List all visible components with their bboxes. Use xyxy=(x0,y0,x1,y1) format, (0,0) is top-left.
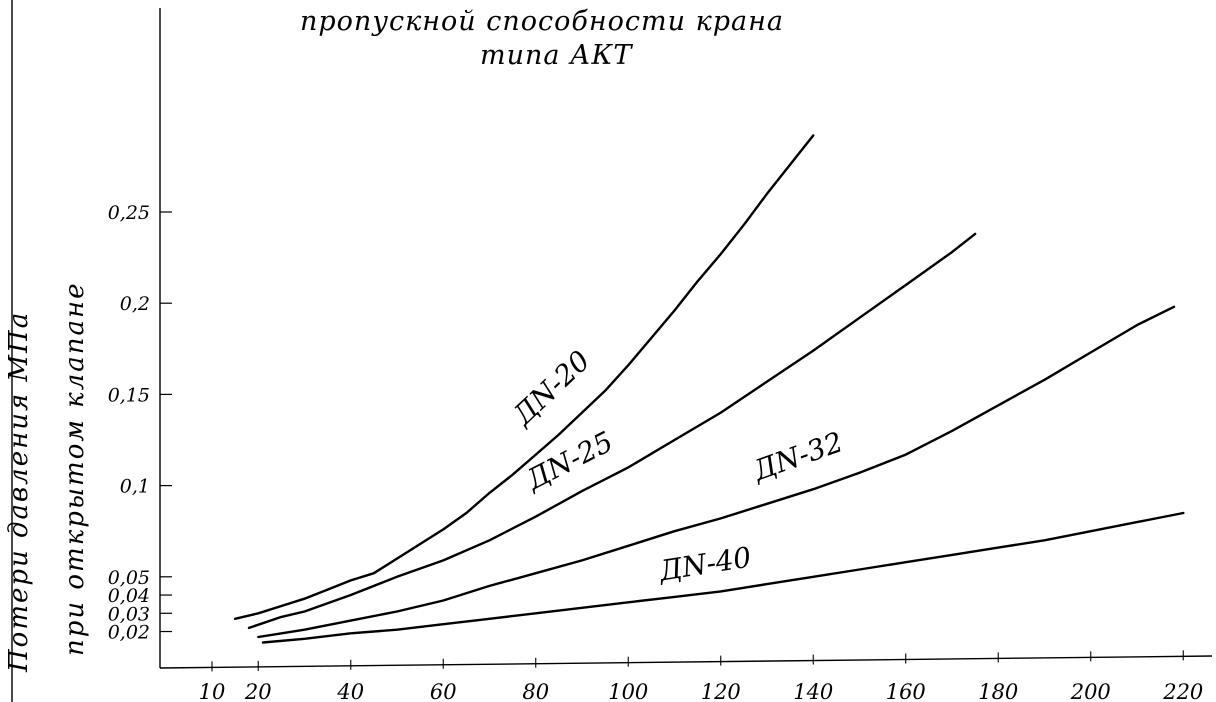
x-tick-label-200: 200 xyxy=(1070,680,1111,702)
y-tick-label-0-02: 0,02 xyxy=(108,622,150,644)
x-tick-label-140: 140 xyxy=(793,680,833,702)
y-tick-label-0-05: 0,05 xyxy=(108,567,150,589)
y-tick-label-0-2: 0,2 xyxy=(120,293,150,315)
series-lines xyxy=(233,134,1185,644)
series-line-n-32-2 xyxy=(257,305,1176,639)
x-axis-ticks: 10 20 40 60 80 100 120 140 160 180 200 220 xyxy=(199,650,1203,702)
series-line-n-20-0 xyxy=(233,134,815,620)
y-tick-label-0-04: 0,04 xyxy=(108,585,150,607)
x-tick-label-40: 40 xyxy=(336,680,364,702)
x-axis-line xyxy=(159,655,1213,669)
series-label-1: ДN-25 xyxy=(519,425,618,497)
y-axis-ticks: 0,020,030,040,05 0,1 0,15 0,2 0,25 xyxy=(108,202,172,644)
series-label-3: ДN-40 xyxy=(655,540,753,587)
x-tick-label-160: 160 xyxy=(886,680,926,702)
x-tick-label-60: 60 xyxy=(430,680,457,702)
y-tick-label-0-03: 0,03 xyxy=(108,603,150,625)
x-tick-label-20: 20 xyxy=(244,680,272,702)
series-line-n-25-1 xyxy=(247,232,977,630)
series-label-2: ДN-32 xyxy=(747,425,847,488)
x-tick-label-10: 10 xyxy=(199,680,226,702)
x-tick-label-80: 80 xyxy=(522,680,549,702)
y-tick-label-0-15: 0,15 xyxy=(108,384,150,406)
x-tick-label-100: 100 xyxy=(608,680,648,702)
chart-title-line-2: типа АКТ xyxy=(480,40,633,71)
y-tick-label-0-25: 0,25 xyxy=(108,202,150,224)
x-tick-label-220: 220 xyxy=(1162,680,1203,702)
x-tick-label-120: 120 xyxy=(701,680,741,702)
x-tick-label-180: 180 xyxy=(978,680,1018,702)
series-label-0: ДN-20 xyxy=(505,344,596,433)
chart-title-line-1: пропускной способности крана xyxy=(300,6,784,37)
series-line-n-40-3 xyxy=(261,511,1185,644)
y-tick-label-0-1: 0,1 xyxy=(120,476,150,498)
